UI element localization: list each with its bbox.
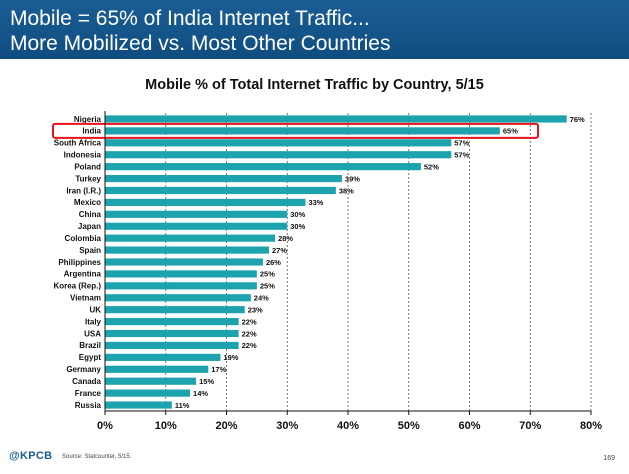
bar-france <box>105 389 191 397</box>
bar-iran-i-r- <box>105 186 336 195</box>
category-label: Brazil <box>79 341 101 350</box>
x-tick-label: 20% <box>215 420 237 432</box>
bar-spain <box>105 246 270 254</box>
value-label: 30% <box>290 210 305 219</box>
bar-nigeria <box>105 115 567 123</box>
value-label: 19% <box>223 353 238 362</box>
value-label: 57% <box>454 151 469 160</box>
page-number: 169 <box>603 455 615 462</box>
category-label: USA <box>84 329 101 338</box>
value-label: 25% <box>260 270 275 279</box>
category-label: Indonesia <box>64 151 102 160</box>
value-label: 15% <box>199 377 214 386</box>
category-label: Poland <box>74 162 101 171</box>
category-label: Vietnam <box>70 294 101 303</box>
value-label: 23% <box>248 305 263 314</box>
bar-canada <box>105 377 197 385</box>
category-label: Philippines <box>58 258 101 267</box>
bar-germany <box>105 365 209 373</box>
bar-philippines <box>105 258 263 266</box>
bar-vietnam <box>105 294 251 302</box>
bar-south-africa <box>105 139 452 147</box>
bar-china <box>105 210 288 218</box>
value-label: 52% <box>424 162 439 171</box>
category-label: Egypt <box>79 353 102 362</box>
bar-poland <box>105 163 421 171</box>
value-label: 22% <box>242 329 257 338</box>
slide-header: Mobile = 65% of India Internet Traffic..… <box>0 0 629 59</box>
value-label: 65% <box>503 127 518 136</box>
category-label: Germany <box>66 365 101 374</box>
category-label: France <box>75 389 102 398</box>
category-label: Italy <box>85 317 102 326</box>
value-label: 33% <box>308 198 323 207</box>
x-tick-label: 60% <box>458 420 480 432</box>
value-label: 57% <box>454 139 469 148</box>
bar-italy <box>105 318 239 326</box>
chart-title: Mobile % of Total Internet Traffic by Co… <box>145 77 484 93</box>
category-label: China <box>79 210 102 219</box>
category-label: South Africa <box>54 139 102 148</box>
highlight-box <box>52 122 539 139</box>
category-label: Turkey <box>75 174 101 183</box>
x-tick-label: 30% <box>276 420 298 432</box>
value-label: 25% <box>260 282 275 291</box>
bar-egypt <box>105 353 221 361</box>
x-tick-label: 80% <box>580 420 602 432</box>
value-label: 27% <box>272 246 287 255</box>
bar-uk <box>105 306 245 314</box>
category-label: Nigeria <box>74 115 102 124</box>
category-label: Spain <box>79 246 101 255</box>
value-label: 26% <box>266 258 281 267</box>
value-label: 22% <box>242 341 257 350</box>
category-label: Korea (Rep.) <box>53 282 101 291</box>
value-label: 22% <box>242 317 257 326</box>
kpcb-logo: @KPCB <box>9 450 53 462</box>
bar-russia <box>105 401 172 409</box>
bar-colombia <box>105 234 276 242</box>
x-tick-label: 50% <box>398 420 420 432</box>
category-label: Japan <box>78 222 101 231</box>
bar-india <box>105 127 500 135</box>
value-label: 11% <box>175 401 190 410</box>
slide-title-line-2: More Mobilized vs. Most Other Countries <box>10 32 391 55</box>
value-label: 76% <box>570 115 585 124</box>
x-tick-label: 70% <box>519 420 541 432</box>
bar-mexico <box>105 198 306 206</box>
category-label: Mexico <box>74 198 101 207</box>
bar-usa <box>105 329 239 338</box>
bar-korea-rep- <box>105 282 257 290</box>
category-label: Russia <box>75 401 102 410</box>
x-tick-label: 40% <box>337 420 359 432</box>
category-label: Argentina <box>64 270 102 279</box>
x-tick-label: 10% <box>155 420 177 432</box>
category-label: Iran (I.R.) <box>66 186 101 195</box>
bar-turkey <box>105 174 342 183</box>
source-note: Source: Statcounter, 5/15. <box>62 454 132 460</box>
value-label: 30% <box>290 222 305 231</box>
value-label: 17% <box>211 365 226 374</box>
value-label: 14% <box>193 389 208 398</box>
x-tick-label: 0% <box>97 420 113 432</box>
bar-brazil <box>105 341 239 350</box>
category-label: UK <box>89 305 101 314</box>
category-label: Canada <box>72 377 101 386</box>
category-label: India <box>82 127 101 136</box>
bar-japan <box>105 222 288 230</box>
value-label: 28% <box>278 234 293 243</box>
value-label: 38% <box>339 186 354 195</box>
category-label: Colombia <box>65 234 102 243</box>
value-label: 39% <box>345 174 360 183</box>
value-label: 24% <box>254 294 269 303</box>
bar-indonesia <box>105 151 452 159</box>
slide-title-line-1: Mobile = 65% of India Internet Traffic..… <box>10 7 370 30</box>
bar-argentina <box>105 270 257 278</box>
